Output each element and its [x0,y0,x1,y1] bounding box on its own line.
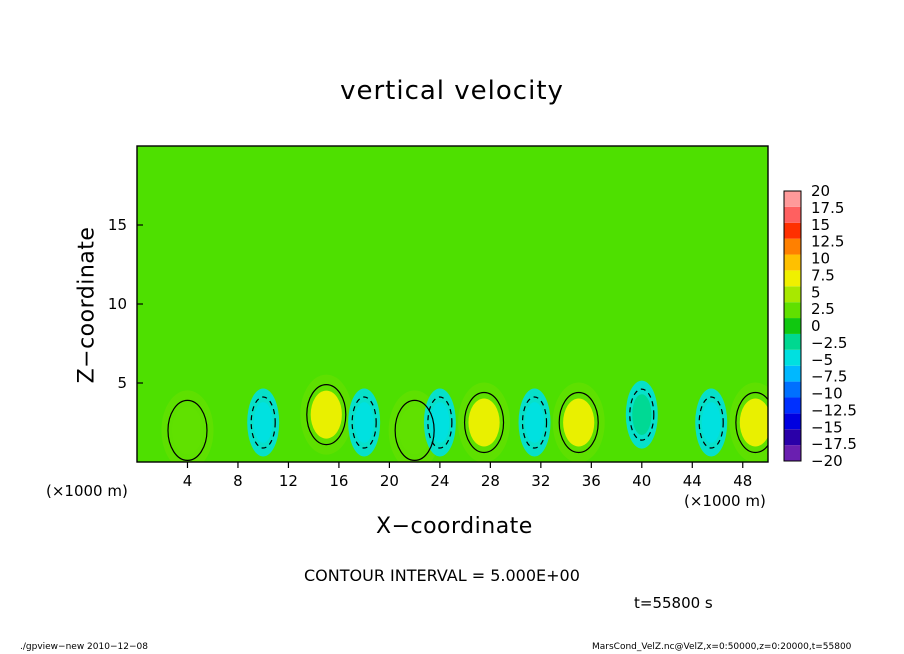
contour-line [167,399,208,461]
updraft-core [399,406,431,455]
colorbar-label: −10 [811,385,843,403]
x-tick-label: 4 [183,472,193,490]
x-tick-label: 12 [279,472,298,490]
downdraft-core [701,402,721,443]
velocity-field [161,374,768,462]
y-tick-label: 15 [108,216,127,234]
updraft-core [310,390,342,439]
chart-title: vertical velocity [340,76,564,106]
downdraft-core [354,402,374,443]
colorbar-swatch [784,381,801,398]
x-tick-label: 28 [481,472,500,490]
colorbar-swatch [784,191,801,207]
downdraft-core [253,402,273,443]
colorbar-label: 2.5 [811,300,835,318]
colorbar-label: 0 [811,317,821,335]
colorbar-label: 20 [811,182,830,200]
colorbar-label: 10 [811,250,830,268]
colorbar-label: −15 [811,418,843,436]
time-label: t=55800 s [634,594,713,612]
colorbar-frame [783,190,802,462]
downdraft-core [524,402,545,443]
updraft-core [171,406,204,455]
contour-line [427,396,453,449]
colorbar-swatch [784,206,801,223]
y-axis: 5 10 15 [108,216,143,392]
y-axis-label: Z−coordinate [74,226,100,384]
contour-line [698,396,724,449]
downdraft-core [632,394,652,435]
contour-line [558,391,599,454]
colorbar-swatch [784,318,801,334]
colorbar-swatch [784,254,801,271]
colorbar-swatch [784,302,801,319]
contour-line [521,396,548,449]
x-tick-label: 16 [329,472,348,490]
colorbar-label: −12.5 [811,401,857,419]
colorbar-swatch [784,222,801,239]
x-tick-label: 36 [582,472,601,490]
y-tick-label: 5 [117,374,127,392]
colorbar-swatch [784,270,801,287]
colorbar-swatch [784,286,801,303]
x-unit-label-right: (×1000 m) [684,492,766,510]
colorbar-swatch [784,238,801,255]
colorbar-swatch [784,333,801,350]
colorbar-label: −2.5 [811,334,847,352]
colorbar-label: −5 [811,351,833,369]
colorbar-label: −7.5 [811,368,847,386]
colorbar-label: −20 [811,452,843,470]
footer-file-info: MarsCond_VelZ.nc@VelZ,x=0:50000,z=0:2000… [592,642,852,652]
colorbar-label: 7.5 [811,266,835,284]
contour-line [735,391,768,454]
downdraft-core [430,402,450,443]
updraft-core [739,398,768,447]
contour-line [463,391,505,454]
contour-interval-note: CONTOUR INTERVAL = 5.000E+00 [304,566,580,585]
contour-line [250,396,276,449]
y-tick-label: 10 [108,295,127,313]
contour-lines [167,384,768,461]
contour-line [394,399,435,461]
colorbar-swatch [784,349,801,366]
colorbar-label: 15 [811,216,830,234]
contour-line [629,388,655,441]
colorbar-swatch [784,413,801,430]
contour-line [351,396,377,449]
x-tick-label: 40 [632,472,651,490]
x-axis: 4 8 12 16 20 24 28 32 36 40 44 48 [183,462,752,490]
x-tick-label: 8 [233,472,243,490]
x-tick-label: 24 [430,472,449,490]
colorbar-label: 17.5 [811,199,844,217]
x-tick-label: 32 [531,472,550,490]
updraft-core [563,398,595,447]
x-tick-label: 20 [380,472,399,490]
colorbar-swatch [784,445,801,461]
colorbar-label: 12.5 [811,233,844,251]
colorbar-swatch [784,429,801,446]
x-unit-label-left: (×1000 m) [46,482,128,500]
x-axis-label: X−coordinate [376,514,533,539]
colorbar: −20−17.5−15−12.5−10−7.5−5−2.502.557.5101… [783,182,857,470]
x-tick-label: 48 [733,472,752,490]
colorbar-label: 5 [811,283,821,301]
footer-program-info: ./gpview−new 2010−12−08 [20,642,148,652]
colorbar-label: −17.5 [811,435,857,453]
x-tick-label: 44 [683,472,702,490]
colorbar-swatch [784,365,801,382]
updraft-core [468,398,500,447]
colorbar-swatch [784,397,801,414]
contour-line [306,384,347,446]
